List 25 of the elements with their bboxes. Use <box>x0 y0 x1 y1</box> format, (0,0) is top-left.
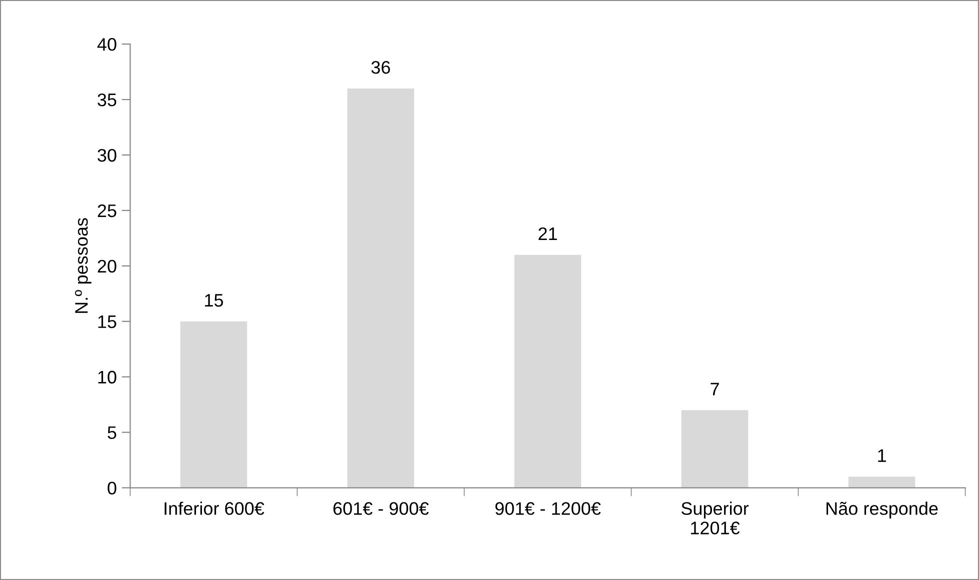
y-tick-label: 15 <box>98 316 116 328</box>
y-tick-label: 0 <box>108 482 116 494</box>
x-tick-label: Não responde <box>826 502 938 518</box>
y-tick-label: 35 <box>98 93 116 106</box>
data-label: 36 <box>371 60 390 74</box>
data-label: 21 <box>538 227 557 240</box>
bar <box>514 254 582 488</box>
y-axis-title: N.º pessoas <box>75 218 92 313</box>
x-tick-label: Superior 1201€ <box>681 502 749 534</box>
y-tick-label: 20 <box>98 260 116 273</box>
bar <box>180 321 248 488</box>
y-tick-label: 30 <box>98 148 116 162</box>
y-tick-label: 40 <box>97 38 116 51</box>
y-tick-label: 5 <box>108 426 116 440</box>
data-label: 1 <box>878 449 886 462</box>
y-tick-label: 10 <box>98 370 116 384</box>
bar <box>347 88 414 488</box>
y-tick-label: 25 <box>98 204 116 218</box>
data-label: 7 <box>710 382 719 396</box>
bar <box>848 476 916 488</box>
data-label: 15 <box>205 294 223 307</box>
bar <box>681 410 748 488</box>
x-tick-label: 601€ - 900€ <box>333 502 429 515</box>
x-tick-label: Inferior 600€ <box>164 502 264 515</box>
x-tick-label: 901€ - 1200€ <box>495 502 601 515</box>
